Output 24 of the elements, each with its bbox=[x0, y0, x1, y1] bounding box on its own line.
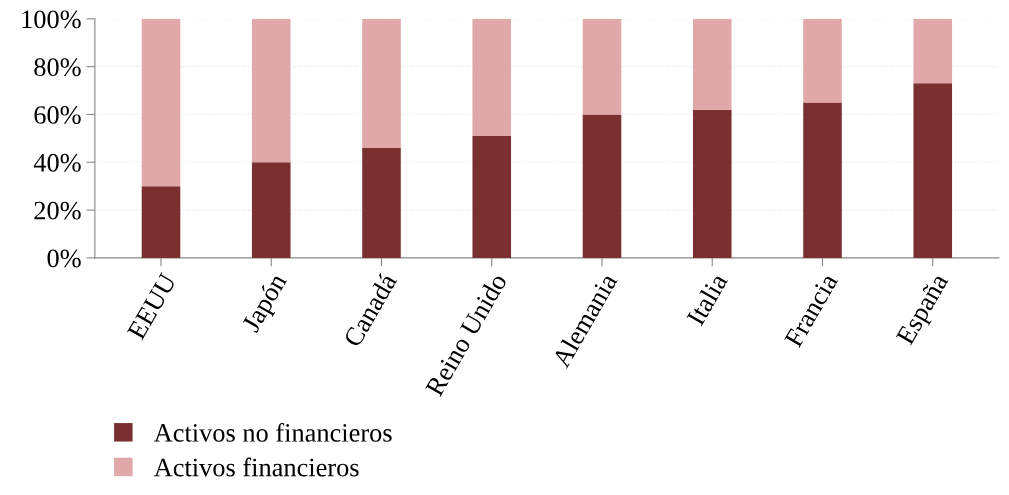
y-tick-label: 20% bbox=[34, 201, 81, 220]
bar bbox=[582, 18, 622, 115]
bar bbox=[803, 102, 842, 258]
y-tick-label: 40% bbox=[33, 153, 81, 172]
bar bbox=[582, 114, 622, 258]
bar bbox=[692, 18, 732, 110]
y-tick-label: 80% bbox=[34, 58, 81, 77]
bar bbox=[141, 186, 181, 258]
bar bbox=[472, 18, 512, 136]
y-tick-label: 0% bbox=[47, 249, 81, 268]
bar bbox=[472, 135, 512, 258]
bar bbox=[251, 18, 291, 163]
bar bbox=[251, 162, 291, 258]
bar bbox=[692, 109, 732, 258]
bar bbox=[913, 83, 953, 258]
legend-label: Activos financieros bbox=[153, 457, 359, 477]
y-tick-label: 60% bbox=[34, 106, 81, 124]
bar bbox=[803, 18, 842, 103]
bar bbox=[141, 18, 181, 187]
y-tick-label: 100% bbox=[22, 10, 81, 29]
bar bbox=[362, 18, 401, 148]
bar bbox=[913, 18, 953, 84]
bar bbox=[362, 147, 401, 258]
legend-label: Activos no financieros bbox=[153, 422, 392, 442]
